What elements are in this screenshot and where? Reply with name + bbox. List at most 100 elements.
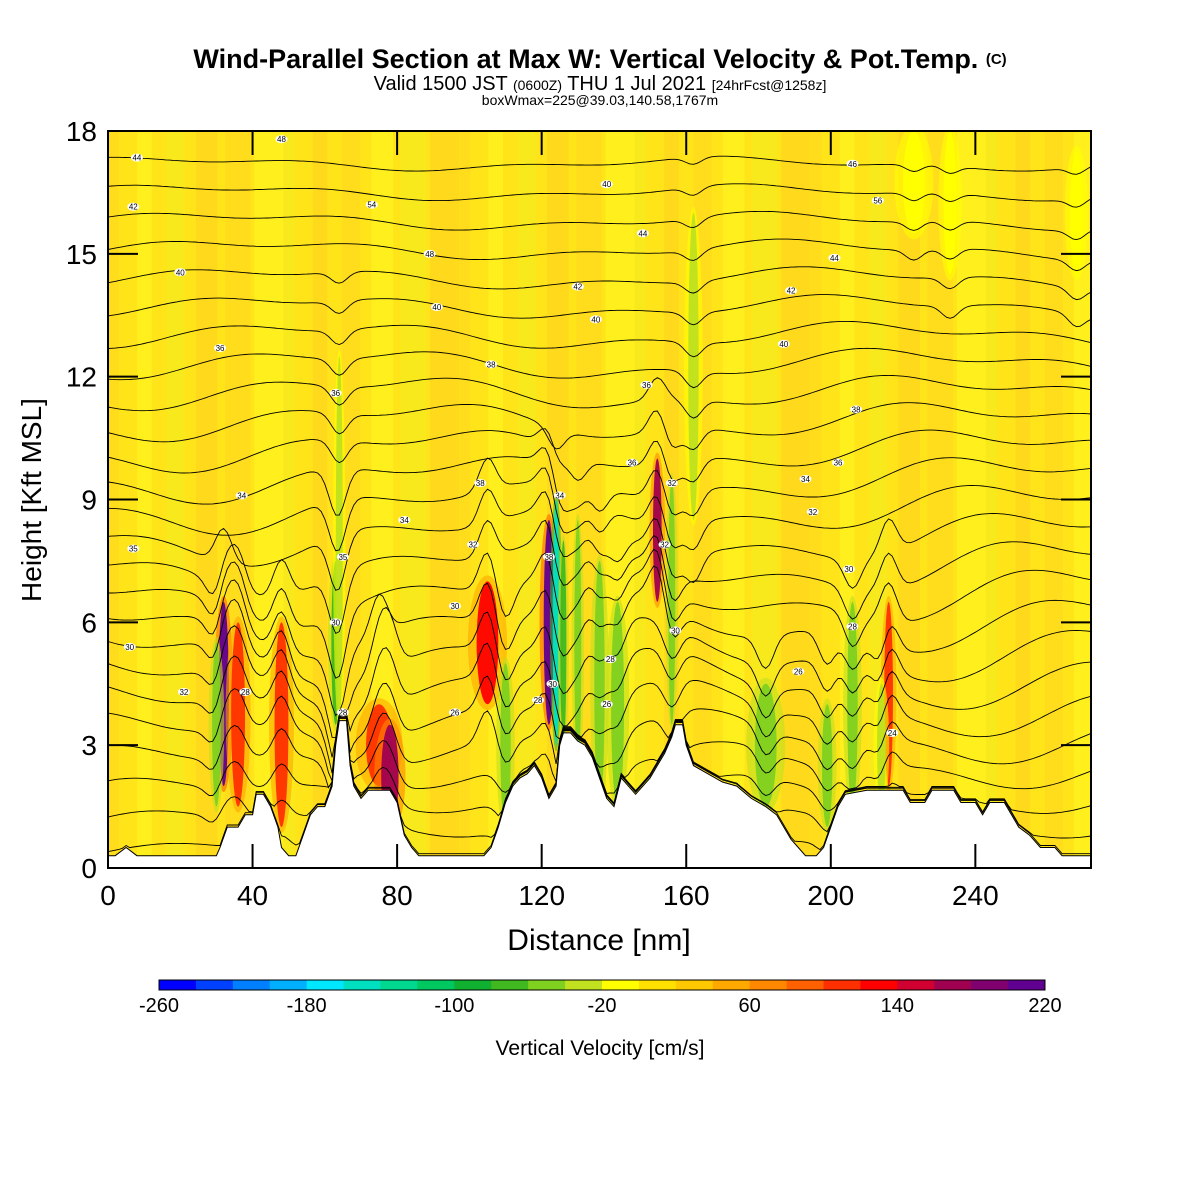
contour-label-bg: [806, 507, 819, 516]
contour-label-bg: [546, 679, 559, 688]
colorbar-swatch: [860, 980, 898, 990]
colorbar-tick-label: -100: [434, 995, 474, 1017]
contour-label: 28: [846, 622, 859, 631]
contour-label-text: 38: [487, 360, 496, 369]
x-tick-label: 200: [807, 880, 854, 911]
contour-label-text: 28: [606, 655, 615, 664]
contour-label-text: 32: [667, 479, 676, 488]
background-band: [312, 131, 328, 868]
velocity-core: [1070, 151, 1084, 275]
contour-label: 34: [553, 491, 566, 500]
contour-label-bg: [127, 202, 140, 211]
contour-label: 40: [777, 339, 790, 349]
background-band: [283, 131, 295, 868]
contour-label: 46: [846, 159, 859, 169]
velocity-core: [903, 131, 925, 234]
contour-label: 35: [336, 552, 349, 562]
contour-label-text: 40: [432, 303, 441, 312]
contour-label-text: 36: [642, 381, 651, 390]
contour-label-bg: [423, 249, 436, 258]
colorbar-swatch: [823, 980, 861, 990]
background-band: [781, 131, 811, 868]
contour-label: 28: [336, 708, 349, 717]
velocity-core: [847, 601, 858, 807]
isentrope-line: [108, 688, 1091, 781]
contour-label: 38: [485, 360, 498, 369]
contour-label-text: 36: [834, 459, 843, 468]
y-tick-label: 18: [66, 116, 97, 147]
chart-subtitle: Valid 1500 JST (0600Z) THU 1 Jul 2021 [2…: [0, 74, 1200, 95]
contour-label-text: 30: [548, 680, 557, 689]
x-tick-label: 120: [518, 880, 565, 911]
contour-label: 54: [365, 200, 378, 210]
isentrope-line: [108, 294, 1091, 328]
colorbar-tick-label: 60: [739, 995, 761, 1017]
contour-label-bg: [467, 540, 480, 549]
contour-label: 36: [214, 344, 227, 353]
colorbar-frame: [158, 979, 1046, 991]
velocity-core: [500, 663, 511, 828]
colorbar-swatch: [565, 980, 603, 990]
contour-label: 26: [448, 708, 461, 717]
contour-label-bg: [474, 479, 487, 488]
contour-label-bg: [777, 339, 790, 348]
contour-label: 38: [542, 552, 555, 562]
contour-label-bg: [123, 642, 136, 651]
contour-label-bg: [792, 667, 805, 676]
contour-label-bg: [636, 229, 649, 238]
colorbar-swatch: [528, 980, 566, 990]
background-band: [137, 131, 152, 868]
contour-label-bg: [600, 180, 613, 189]
contour-label-text: 34: [555, 491, 564, 500]
colorbar-tick-label: -20: [588, 995, 617, 1017]
contour-label-bg: [239, 687, 252, 696]
colorbar-swatch: [934, 980, 972, 990]
contour-label-bg: [174, 268, 187, 277]
isentrope-line: [108, 402, 1091, 451]
colorbar-label: Vertical Velocity [cm/s]: [495, 1037, 705, 1060]
contour-label-bg: [329, 618, 342, 627]
contour-label-bg: [553, 491, 566, 500]
contour-label-bg: [127, 544, 140, 553]
colorbar-swatch: [897, 980, 935, 990]
velocity-core: [476, 581, 499, 705]
contour-label-bg: [842, 565, 855, 574]
contour-label-text: 32: [469, 541, 478, 550]
chart-title: Wind-Parallel Section at Max W: Vertical…: [0, 44, 1200, 75]
contour-label-bg: [448, 708, 461, 717]
contour-label: 40: [600, 180, 613, 189]
y-tick-label: 9: [81, 485, 97, 516]
velocity-core: [212, 642, 221, 807]
contour-label: 56: [871, 196, 884, 206]
x-tick-label: 0: [100, 880, 116, 911]
y-tick-label: 15: [66, 239, 97, 270]
contour-label: 30: [123, 642, 136, 652]
y-tick-label: 6: [81, 607, 97, 638]
contour-label: 32: [806, 507, 819, 517]
contour-label-text: 24: [888, 729, 897, 738]
contour-label-bg: [532, 696, 545, 705]
contour-label: 34: [398, 515, 411, 525]
contour-label-bg: [828, 253, 841, 262]
x-tick-label: 240: [952, 880, 999, 911]
isentrope-line: [108, 457, 1091, 552]
y-tick-label: 12: [66, 362, 97, 393]
isentrope-line: [108, 428, 1091, 483]
contour-label-text: 40: [176, 268, 185, 277]
contour-label: 32: [658, 540, 671, 550]
isentrope-line: [108, 598, 1091, 738]
contour-label: 24: [886, 728, 899, 738]
background-band: [986, 131, 998, 868]
contour-label-text: 32: [179, 688, 188, 697]
contour-label-text: 34: [237, 491, 246, 500]
isentrope-line: [108, 183, 1091, 208]
contour-label-text: 42: [129, 203, 138, 212]
isentrope-line: [108, 320, 1091, 358]
contour-label-bg: [130, 153, 143, 162]
box-info: boxWmax=225@39.03,140.58,1767m: [481, 92, 719, 108]
colorbar-swatch: [159, 980, 197, 990]
background-band: [459, 131, 471, 868]
contour-label-bg: [571, 282, 584, 291]
contour-label: 28: [604, 655, 617, 664]
x-tick-label: 80: [382, 880, 413, 911]
